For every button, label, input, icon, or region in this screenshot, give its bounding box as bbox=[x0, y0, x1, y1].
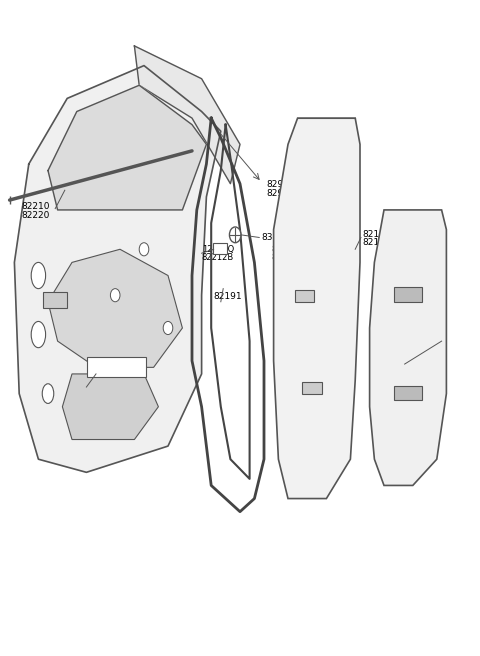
Text: 82220: 82220 bbox=[22, 211, 50, 220]
Text: 83191: 83191 bbox=[262, 233, 290, 242]
FancyBboxPatch shape bbox=[394, 287, 422, 302]
Ellipse shape bbox=[42, 384, 54, 403]
Text: REF.60-760: REF.60-760 bbox=[92, 363, 139, 372]
FancyBboxPatch shape bbox=[213, 243, 227, 254]
FancyBboxPatch shape bbox=[394, 386, 422, 400]
Polygon shape bbox=[274, 118, 360, 499]
Ellipse shape bbox=[31, 262, 46, 289]
Text: 82392: 82392 bbox=[406, 358, 434, 367]
Circle shape bbox=[110, 289, 120, 302]
Text: 82140B: 82140B bbox=[271, 253, 303, 262]
Polygon shape bbox=[14, 66, 221, 472]
FancyBboxPatch shape bbox=[302, 382, 322, 394]
Text: 82391: 82391 bbox=[406, 366, 434, 375]
Text: 82920: 82920 bbox=[266, 189, 295, 198]
FancyBboxPatch shape bbox=[43, 292, 67, 308]
Circle shape bbox=[139, 243, 149, 256]
Text: 82191: 82191 bbox=[214, 292, 242, 301]
Text: 82910: 82910 bbox=[266, 180, 295, 190]
FancyBboxPatch shape bbox=[87, 357, 146, 377]
Text: 82212B: 82212B bbox=[202, 253, 234, 262]
Polygon shape bbox=[48, 249, 182, 367]
Polygon shape bbox=[48, 85, 206, 210]
Ellipse shape bbox=[31, 321, 46, 348]
Text: 82120B: 82120B bbox=[362, 238, 397, 247]
Text: 82130C: 82130C bbox=[271, 245, 303, 254]
Circle shape bbox=[229, 227, 241, 243]
FancyBboxPatch shape bbox=[295, 290, 314, 302]
Polygon shape bbox=[370, 210, 446, 485]
Text: 1249LQ: 1249LQ bbox=[202, 245, 234, 254]
Circle shape bbox=[163, 321, 173, 335]
Polygon shape bbox=[62, 374, 158, 440]
Polygon shape bbox=[134, 46, 240, 184]
Text: 82110B: 82110B bbox=[362, 230, 397, 239]
Text: 82210: 82210 bbox=[22, 202, 50, 211]
